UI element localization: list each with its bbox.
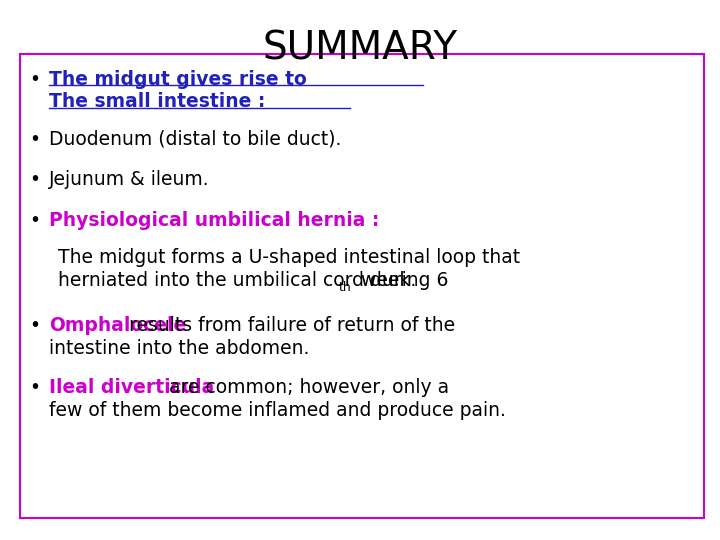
Text: week.: week. (355, 271, 416, 290)
Text: •: • (29, 170, 40, 189)
Text: Jejunum & ileum.: Jejunum & ileum. (49, 170, 210, 189)
Text: results from failure of return of the: results from failure of return of the (122, 316, 455, 335)
Text: SUMMARY: SUMMARY (262, 30, 458, 68)
Text: Duodenum (distal to bile duct).: Duodenum (distal to bile duct). (49, 130, 341, 148)
Text: •: • (29, 211, 40, 229)
Text: are common; however, only a: are common; however, only a (163, 378, 449, 397)
Text: •: • (29, 70, 40, 89)
Text: Physiological umbilical hernia :: Physiological umbilical hernia : (49, 211, 379, 229)
Text: th: th (339, 281, 351, 294)
Text: herniated into the umbilical cord during 6: herniated into the umbilical cord during… (58, 271, 448, 290)
Text: •: • (29, 378, 40, 397)
Text: Ileal diverticula: Ileal diverticula (49, 378, 215, 397)
Text: The midgut gives rise to
The small intestine :: The midgut gives rise to The small intes… (49, 70, 307, 111)
Text: few of them become inflamed and produce pain.: few of them become inflamed and produce … (49, 401, 506, 420)
Text: intestine into the abdomen.: intestine into the abdomen. (49, 339, 310, 357)
Text: •: • (29, 316, 40, 335)
Text: •: • (29, 130, 40, 148)
Text: The midgut forms a U-shaped intestinal loop that: The midgut forms a U-shaped intestinal l… (58, 248, 520, 267)
Text: Omphalocele: Omphalocele (49, 316, 186, 335)
